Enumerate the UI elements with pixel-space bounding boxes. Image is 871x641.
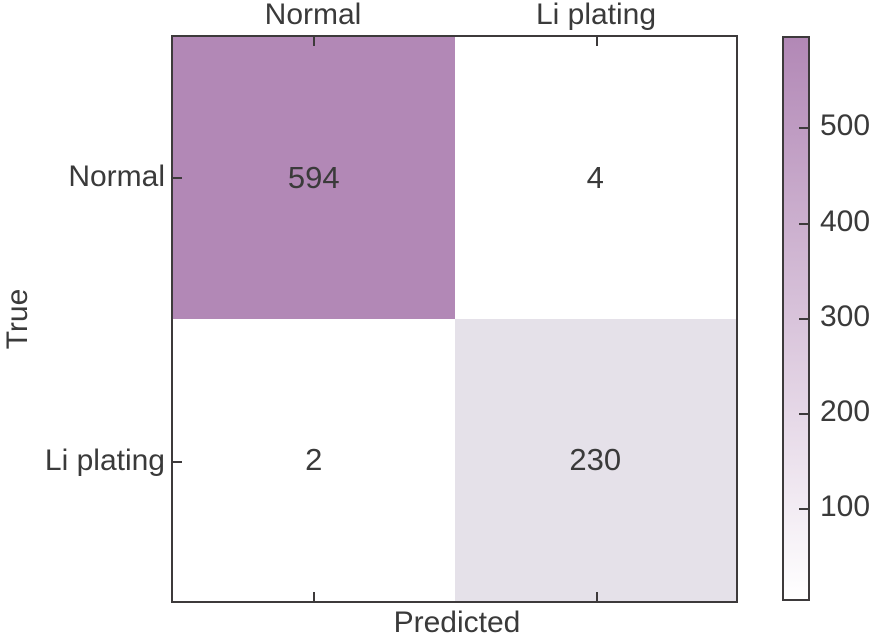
colorbar-tick-400	[799, 223, 808, 225]
y-axis-label: True	[1, 288, 34, 350]
y-tick-left-li-plating	[173, 461, 182, 463]
colorbar	[782, 36, 810, 601]
column-label-normal: Normal	[264, 0, 362, 31]
matrix-plot-area: 594 4 2 230	[171, 35, 738, 603]
x-tick-top-normal	[313, 37, 315, 46]
colorbar-tick-label-100: 100	[820, 490, 871, 523]
colorbar-tick-300	[799, 318, 808, 320]
matrix-cell-true-normal-pred-normal: 594	[173, 37, 455, 319]
colorbar-tick-label-500: 500	[820, 109, 871, 142]
colorbar-tick-label-400: 400	[820, 205, 871, 238]
cell-value: 2	[305, 442, 323, 477]
row-label-normal: Normal	[68, 160, 165, 193]
colorbar-tick-500	[799, 127, 808, 129]
cell-value: 230	[569, 442, 622, 477]
column-label-li-plating: Li plating	[535, 0, 657, 31]
matrix-cell-true-normal-pred-liplating: 4	[454, 37, 736, 319]
colorbar-tick-label-300: 300	[820, 300, 871, 333]
cell-value: 594	[287, 160, 340, 195]
x-axis-label: Predicted	[393, 606, 521, 639]
colorbar-tick-200	[799, 413, 808, 415]
colorbar-tick-label-200: 200	[820, 395, 871, 428]
y-tick-left-normal	[173, 177, 182, 179]
matrix-cell-true-liplating-pred-normal: 2	[173, 319, 455, 601]
row-label-li-plating: Li plating	[44, 444, 165, 477]
colorbar-tick-100	[799, 508, 808, 510]
cell-value: 4	[586, 160, 604, 195]
x-tick-bottom-li-plating	[596, 592, 598, 601]
matrix-cell-true-liplating-pred-liplating: 230	[454, 319, 736, 601]
x-tick-top-li-plating	[596, 37, 598, 46]
x-tick-bottom-normal	[313, 592, 315, 601]
